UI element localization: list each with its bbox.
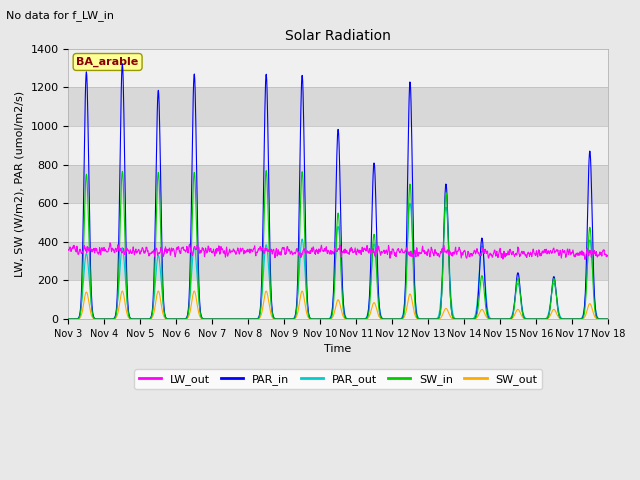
Title: Solar Radiation: Solar Radiation <box>285 29 391 43</box>
Bar <box>68 242 608 280</box>
Bar <box>68 280 608 319</box>
Legend: LW_out, PAR_in, PAR_out, SW_in, SW_out: LW_out, PAR_in, PAR_out, SW_in, SW_out <box>134 370 542 389</box>
Text: No data for f_LW_in: No data for f_LW_in <box>6 10 115 21</box>
Text: BA_arable: BA_arable <box>77 57 139 67</box>
X-axis label: Time: Time <box>324 344 352 354</box>
Bar <box>68 126 608 165</box>
Bar <box>68 203 608 242</box>
Y-axis label: LW, SW (W/m2), PAR (umol/m2/s): LW, SW (W/m2), PAR (umol/m2/s) <box>15 91 25 277</box>
Bar <box>68 49 608 87</box>
Bar <box>68 165 608 203</box>
Bar <box>68 87 608 126</box>
